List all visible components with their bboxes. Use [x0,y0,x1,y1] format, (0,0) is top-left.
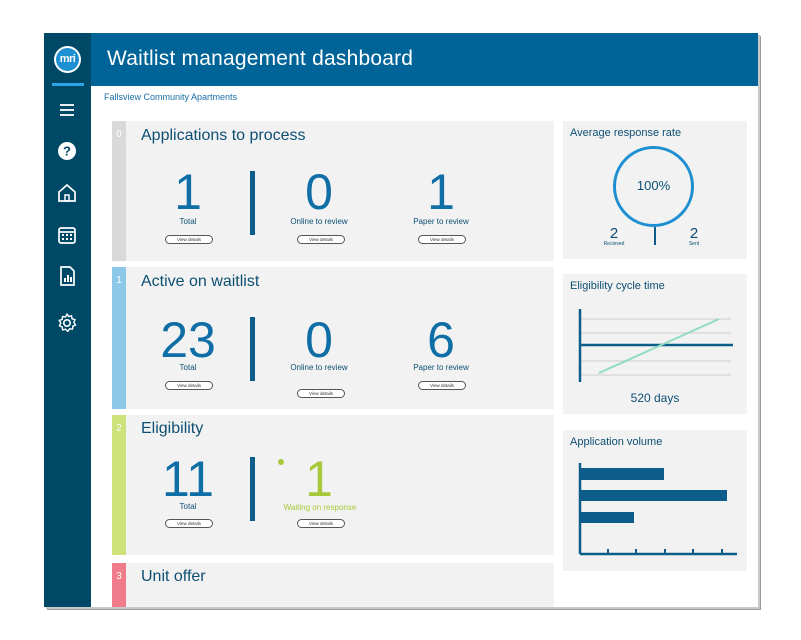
step-strip: 0 [112,121,126,261]
received-value: 2 [609,225,619,242]
calendar-icon[interactable] [55,223,79,247]
trend-line [598,318,720,374]
divider [250,171,255,235]
total-label: Total [179,363,197,372]
total-label: Total [179,217,197,226]
report-icon[interactable] [55,264,79,288]
step-number: 1 [116,275,122,286]
card-title: Unit offer [141,568,206,585]
card-unit-offer: 3 Unit offer [112,563,554,607]
response-percent: 100% [636,178,671,193]
svg-text:?: ? [63,144,71,159]
card-title: Applications to process [141,127,306,144]
card-title: Active on waitlist [141,273,260,290]
step-strip: 2 [112,415,126,555]
waiting-label: Waiting on response [283,503,357,512]
logo[interactable]: mri [54,46,81,73]
view-details-button[interactable]: View details [418,381,466,390]
step-number: 0 [116,129,122,140]
response-rate-card: Average response rate 100% 2 Recieved 2 … [563,121,747,259]
sent-label: Sent [688,241,700,247]
logo-underline [52,83,84,86]
divider [250,317,255,381]
help-icon[interactable]: ? [55,139,79,163]
step-strip: 1 [112,267,126,409]
view-details-button[interactable]: View details [165,381,213,390]
card-eligibility: 2 Eligibility 11 Total View details 1 Wa… [112,415,554,555]
total-value: 1 [174,164,202,220]
view-details-button[interactable]: View details [297,389,345,398]
card-active-waitlist: 1 Active on waitlist 23 Total View detai… [112,267,554,409]
total-value: 11 [162,451,214,507]
total-value: 23 [160,312,216,368]
home-icon[interactable] [55,181,79,205]
page-title: Waitlist management dashboard [107,47,414,70]
breadcrumb[interactable]: Fallsview Community Apartments [104,92,238,102]
sent-value: 2 [689,225,699,242]
header: Waitlist management dashboard [91,33,758,86]
online-value: 0 [305,164,333,220]
step-strip: 3 [112,563,126,607]
divider [654,227,656,245]
online-label: Online to review [290,217,348,226]
paper-value: 1 [427,164,455,220]
waiting-value: 1 [305,451,333,507]
cycle-time-value: 520 days [630,391,680,405]
paper-value: 6 [427,312,455,368]
volume-bar [581,512,634,523]
view-details-button[interactable]: View details [297,519,345,528]
cycle-time-chart [578,309,733,382]
app-window: mri ? Waitlist management dashboard Fall… [44,33,758,607]
total-label: Total [179,502,197,511]
card-title: Application volume [570,436,663,448]
received-label: Recieved [603,241,625,247]
view-details-button[interactable]: View details [418,235,466,244]
response-ring [613,146,694,227]
paper-label: Paper to review [413,363,469,372]
view-details-button[interactable]: View details [297,235,345,244]
menu-icon[interactable] [55,98,79,122]
view-details-button[interactable]: View details [165,519,213,528]
card-title: Average response rate [570,127,682,139]
logo-text: mri [56,48,79,71]
application-volume-card: Application volume [563,430,747,571]
view-details-button[interactable]: View details [165,235,213,244]
volume-bar [581,490,727,501]
card-title: Eligibility cycle time [570,280,665,292]
settings-icon[interactable] [55,311,79,335]
volume-bar [581,468,664,480]
step-number: 3 [116,571,122,582]
cycle-time-card: Eligibility cycle time 520 days [563,274,747,414]
online-value: 0 [305,312,333,368]
card-applications: 0 Applications to process 1 Total View d… [112,121,554,261]
status-dot [278,459,284,465]
online-label: Online to review [290,363,348,372]
volume-chart [578,463,737,556]
step-number: 2 [116,423,122,434]
paper-label: Paper to review [413,217,469,226]
divider [250,457,255,521]
sidebar: mri ? [44,33,91,607]
card-title: Eligibility [141,420,204,437]
